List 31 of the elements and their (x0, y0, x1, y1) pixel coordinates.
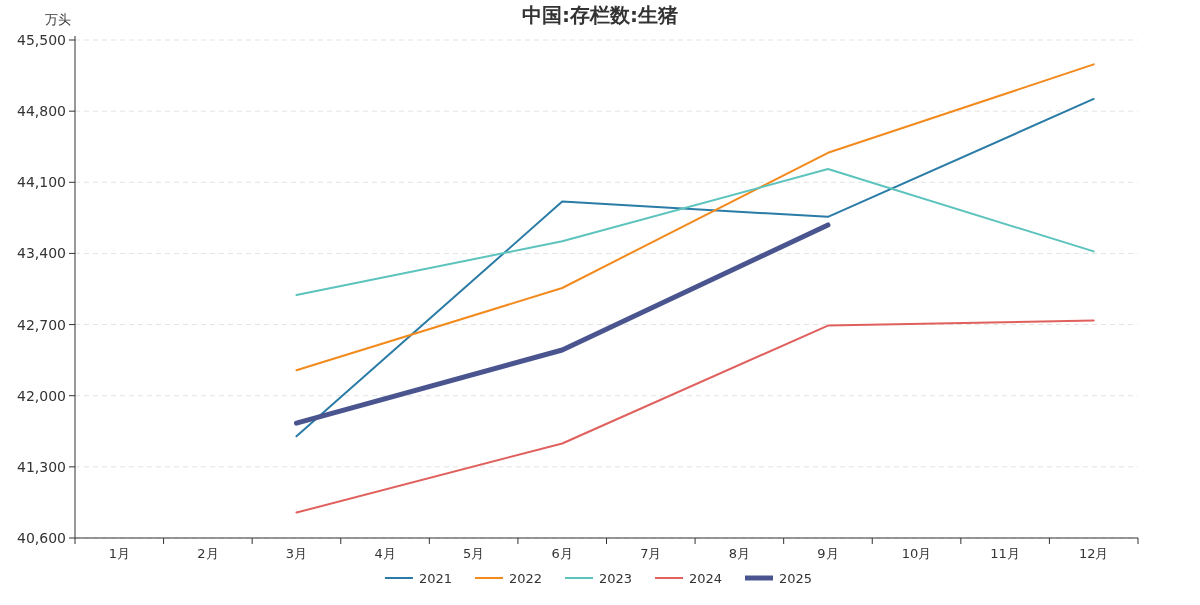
x-tick-label: 10月 (901, 546, 932, 561)
x-tick-label: 11月 (990, 546, 1020, 561)
line-series (295, 63, 1095, 372)
x-tick-label: 12月 (1078, 546, 1109, 561)
x-tick-label: 1月 (108, 546, 130, 561)
legend-label: 2024 (689, 571, 723, 586)
x-tick-label: 4月 (374, 546, 396, 561)
y-tick-label: 42,000 (17, 387, 66, 404)
legend-label: 2023 (599, 571, 633, 586)
legend-label: 2021 (419, 571, 453, 586)
y-tick-label: 40,600 (17, 530, 66, 546)
y-tick-label: 45,500 (17, 32, 66, 48)
y-tick-label: 42,700 (17, 316, 66, 333)
y-tick-label: 41,300 (17, 458, 66, 475)
legend-label: 2022 (509, 571, 543, 586)
x-tick-label: 3月 (285, 546, 308, 561)
line-series (295, 168, 1095, 297)
line-series (295, 319, 1095, 514)
y-tick-label: 43,400 (17, 245, 66, 262)
y-axis-title: 万头 (45, 12, 71, 27)
x-tick-label: 6月 (551, 546, 573, 561)
y-tick-label: 44,800 (17, 103, 66, 120)
x-tick-label: 9月 (817, 546, 839, 561)
y-tick-label: 44,100 (17, 174, 66, 191)
x-tick-label: 5月 (462, 546, 485, 561)
chart-title: 中国:存栏数:生猪 (522, 3, 678, 27)
x-tick-label: 7月 (640, 546, 662, 561)
x-tick-label: 2月 (197, 546, 219, 561)
x-tick-label: 8月 (728, 546, 751, 561)
line-series (295, 97, 1095, 438)
legend-label: 2025 (779, 571, 813, 586)
